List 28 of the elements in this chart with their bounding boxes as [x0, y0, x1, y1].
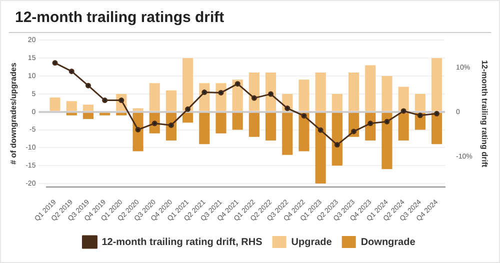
- point: [68, 68, 74, 74]
- point: [334, 142, 340, 148]
- point: [168, 122, 174, 128]
- legend-label: Downgrade: [360, 236, 416, 248]
- point: [351, 128, 357, 134]
- point: [284, 106, 290, 112]
- legend-label: Upgrade: [291, 236, 332, 248]
- point: [202, 90, 208, 96]
- y-axis-title: # of downgrades/upgrades: [9, 62, 18, 165]
- point: [52, 60, 58, 66]
- point: [301, 113, 307, 119]
- y2-axis-title: 12-month trailing rating drift: [480, 60, 489, 168]
- point: [85, 82, 91, 88]
- point: [135, 126, 141, 132]
- point: [268, 91, 274, 97]
- point: [218, 90, 224, 96]
- point: [434, 110, 440, 116]
- chart-title: 12-month trailing ratings drift: [9, 1, 491, 33]
- legend-label: 12-month trailing rating drift, RHS: [102, 236, 263, 248]
- point: [384, 118, 390, 124]
- point: [318, 127, 324, 133]
- point: [234, 81, 240, 87]
- point: [417, 112, 423, 118]
- point: [185, 106, 191, 112]
- point: [368, 120, 374, 126]
- point: [400, 108, 406, 114]
- point: [251, 95, 257, 101]
- point: [102, 98, 108, 104]
